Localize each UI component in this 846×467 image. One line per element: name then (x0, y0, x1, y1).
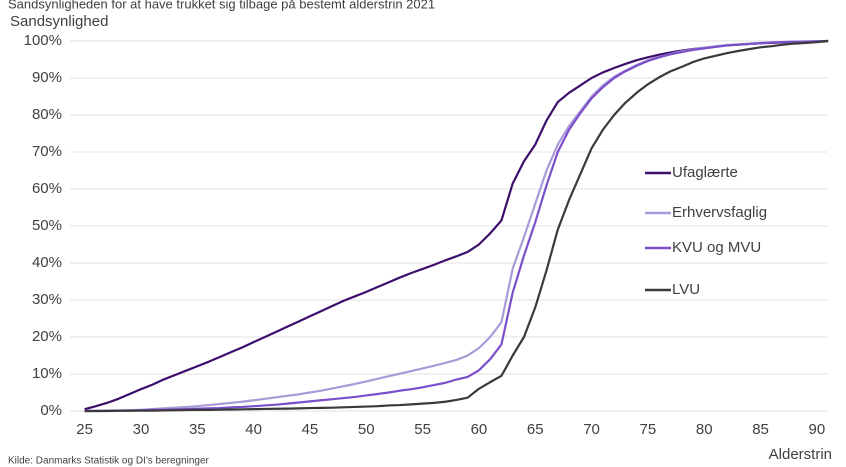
legend-label: Ufaglærte (672, 164, 738, 181)
legend-label: KVU og MVU (672, 239, 761, 256)
x-tick-label: 40 (245, 421, 262, 438)
x-tick-label: 75 (640, 421, 657, 438)
x-tick-label: 35 (189, 421, 206, 438)
x-tick-label: 60 (471, 421, 488, 438)
series-line (84, 39, 829, 413)
y-tick-label: 80% (32, 106, 62, 123)
y-tick-label: 20% (32, 328, 62, 345)
y-tick-label: 40% (32, 254, 62, 271)
chart-title: Sandsynligheden for at have trukket sig … (8, 0, 435, 11)
y-tick-label: 60% (32, 180, 62, 197)
y-tick-label: 70% (32, 143, 62, 160)
x-tick-label: 45 (302, 421, 319, 438)
x-tick-label: 90 (809, 421, 826, 438)
x-axis-label: Alderstrin (769, 446, 832, 463)
y-tick-label: 0% (40, 402, 62, 419)
x-tick-label: 30 (133, 421, 150, 438)
y-tick-label: 50% (32, 217, 62, 234)
legend-label: LVU (672, 281, 700, 298)
x-tick-label: 25 (76, 421, 93, 438)
y-tick-label: 10% (32, 365, 62, 382)
x-tick-label: 55 (414, 421, 431, 438)
x-tick-label: 50 (358, 421, 375, 438)
y-tick-label: 90% (32, 69, 62, 86)
y-axis-label: Sandsynlighed (10, 13, 108, 30)
x-tick-label: 70 (583, 421, 600, 438)
series-line (84, 39, 829, 413)
y-tick-label: 30% (32, 291, 62, 308)
legend-label: Erhvervsfaglig (672, 204, 767, 221)
series-line (84, 39, 829, 411)
x-tick-label: 80 (696, 421, 713, 438)
x-tick-label: 65 (527, 421, 544, 438)
x-tick-label: 85 (752, 421, 769, 438)
y-tick-label: 100% (24, 32, 62, 49)
source-note: Kilde: Danmarks Statistik og DI's beregn… (8, 456, 210, 467)
